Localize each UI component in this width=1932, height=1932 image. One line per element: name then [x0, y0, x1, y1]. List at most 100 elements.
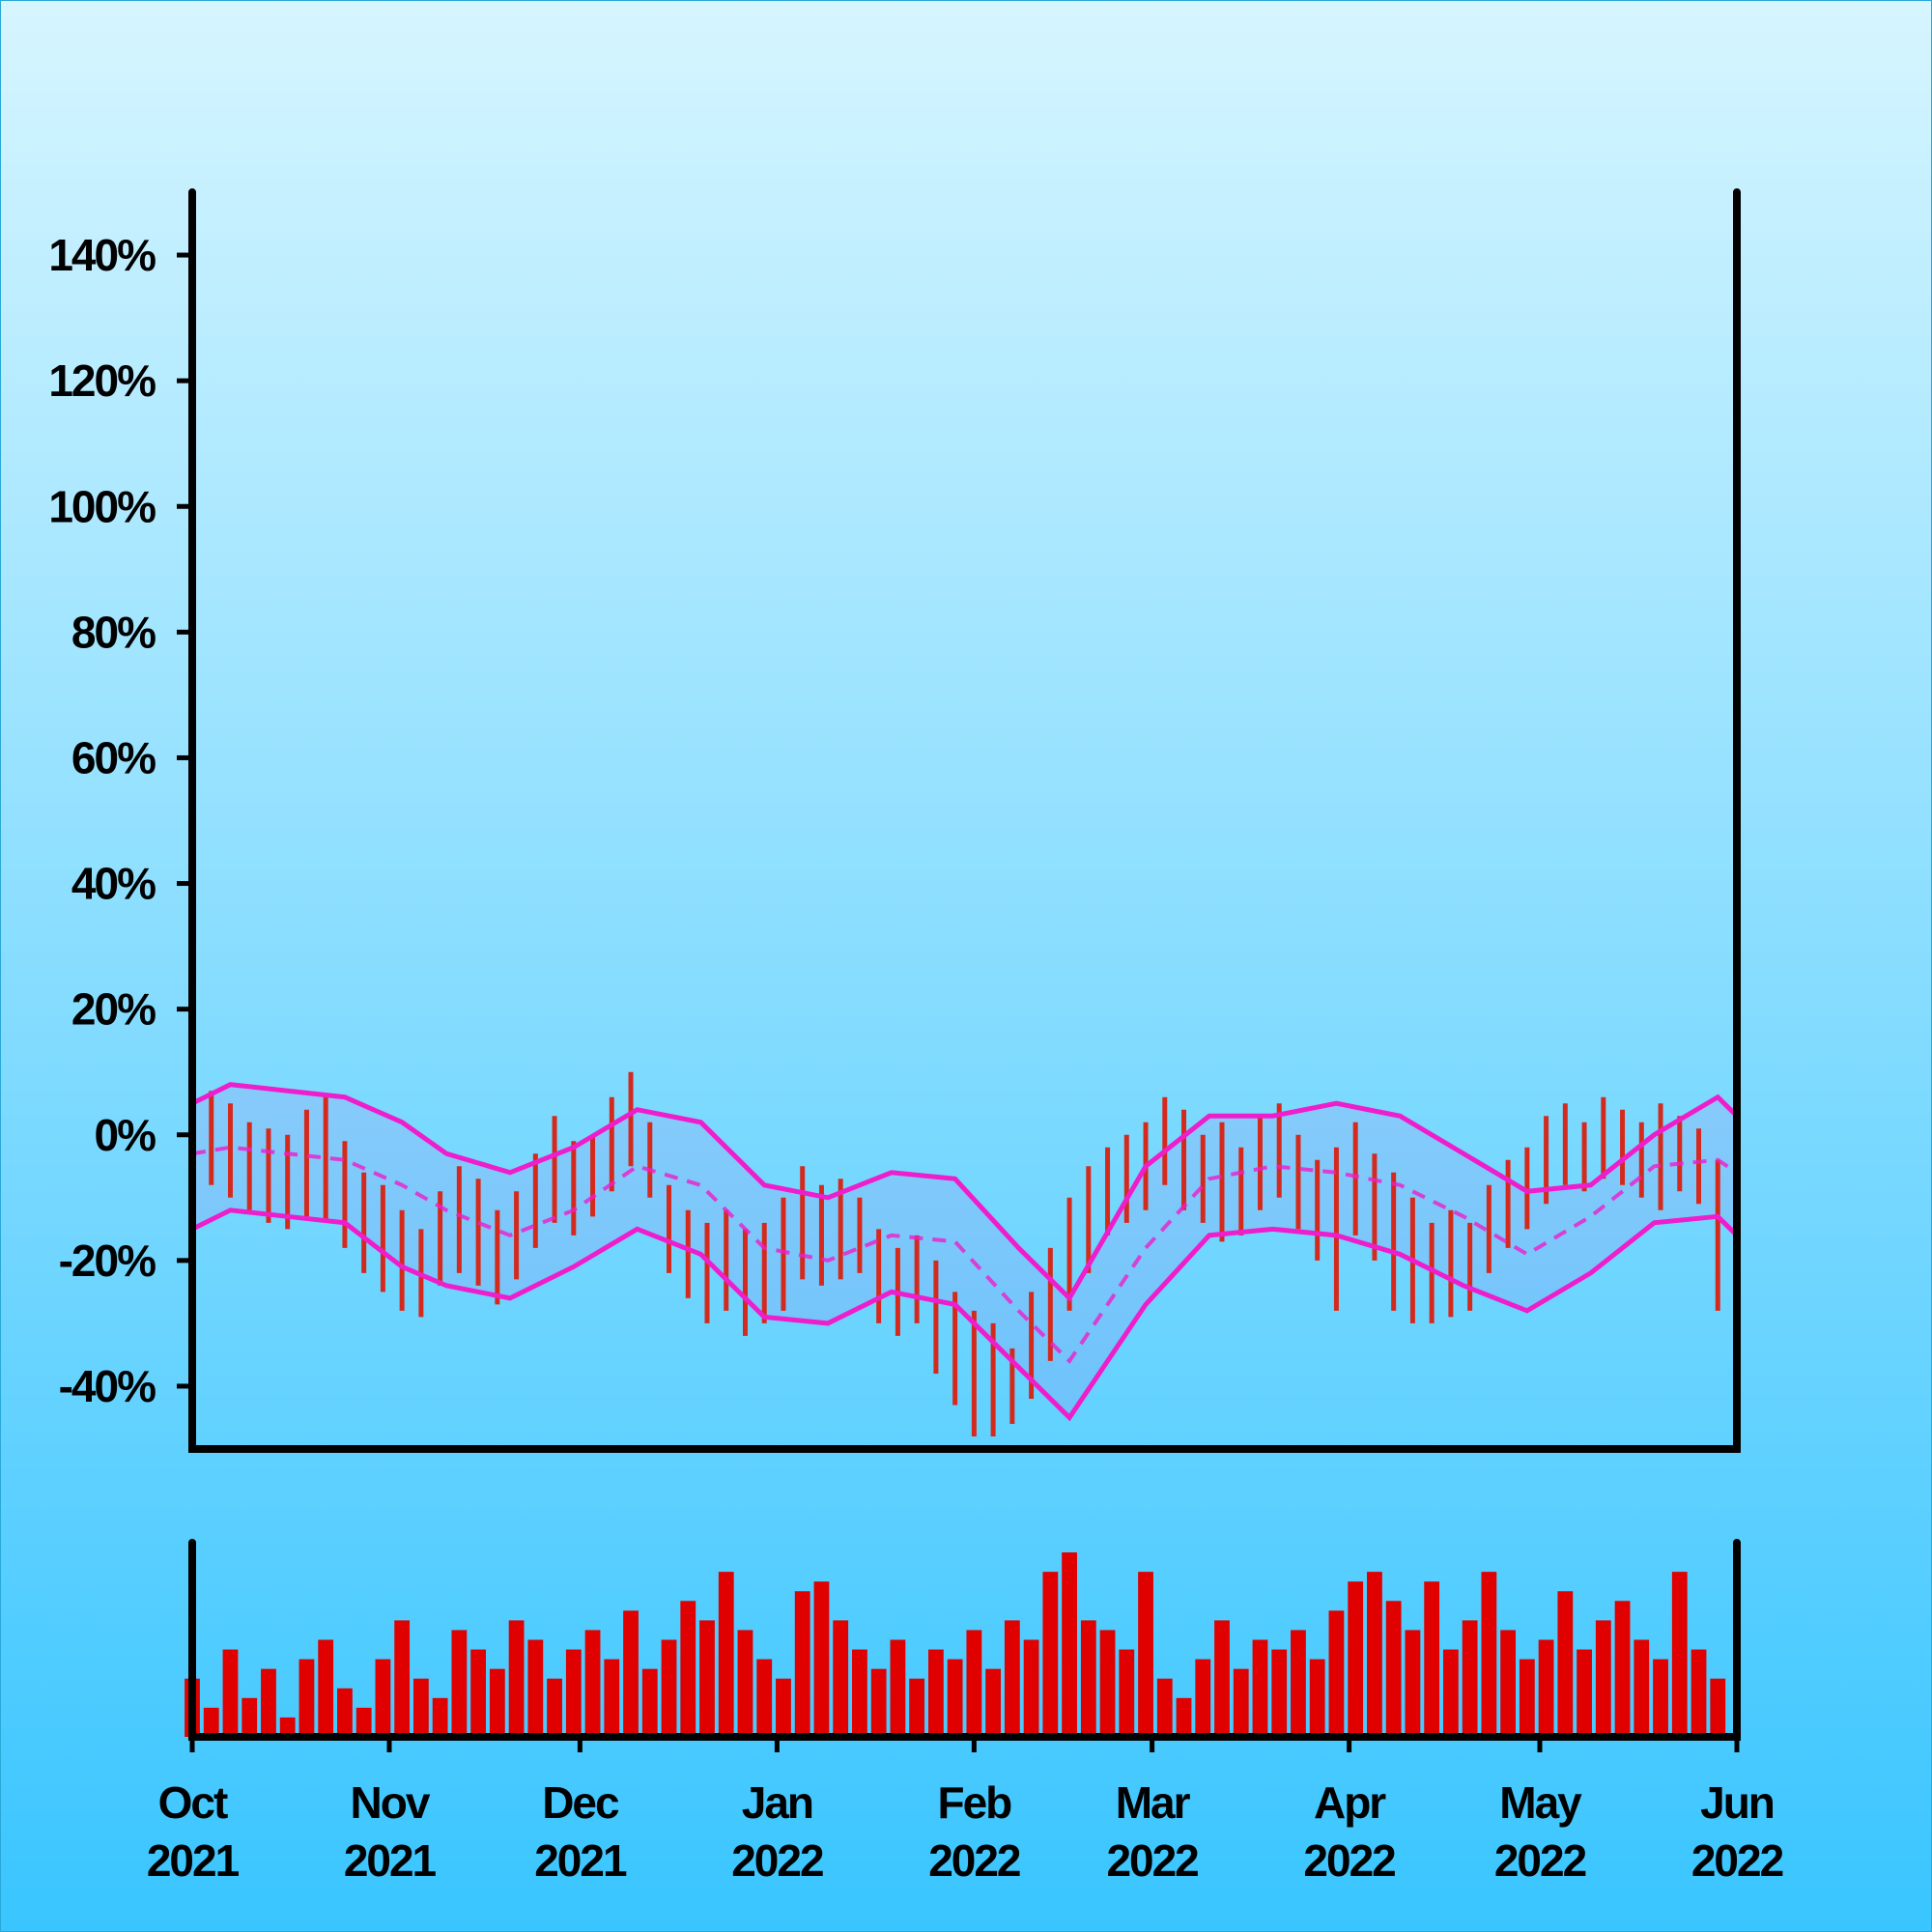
x-tick-label-line: 2021 — [147, 1835, 240, 1886]
x-tick-label-line: Oct — [158, 1777, 228, 1828]
volume-bar — [718, 1572, 734, 1737]
price-panel — [189, 1071, 1739, 1436]
volume-bar — [222, 1649, 239, 1737]
volume-bar — [451, 1630, 468, 1737]
volume-bar — [1710, 1678, 1726, 1737]
volume-bar — [508, 1620, 525, 1737]
volume-bar — [337, 1688, 353, 1737]
volume-bar — [1500, 1630, 1517, 1737]
volume-bar — [909, 1678, 925, 1737]
volume-bar — [1442, 1649, 1459, 1737]
volume-bar — [1653, 1659, 1668, 1737]
volume-bar — [565, 1649, 582, 1737]
volume-bar — [1690, 1649, 1707, 1737]
x-tick-label: Dec 2021 — [534, 1777, 627, 1886]
volume-bar — [623, 1610, 639, 1737]
volume-bar — [1538, 1639, 1554, 1737]
volume-bar — [1214, 1620, 1230, 1737]
volume-bar — [604, 1659, 620, 1737]
volume-bar — [1291, 1630, 1306, 1737]
volume-bar — [547, 1678, 562, 1737]
volume-bar — [1671, 1572, 1688, 1737]
volume-bar — [641, 1668, 658, 1737]
volume-bar — [1367, 1572, 1382, 1737]
x-tick-label-line: 2022 — [1303, 1835, 1395, 1886]
volume-bar — [852, 1649, 867, 1737]
x-tick-label: Jun 2022 — [1691, 1777, 1783, 1886]
volume-bar — [1462, 1620, 1478, 1737]
volume-bar — [1405, 1630, 1421, 1737]
y-tick-label: 40% — [71, 859, 156, 909]
volume-bar — [1328, 1610, 1345, 1737]
volume-bar — [966, 1630, 982, 1737]
lower-band — [190, 1208, 1739, 1422]
x-tick-label-line: 2022 — [731, 1835, 823, 1886]
x-tick-label-line: 2022 — [1106, 1835, 1198, 1886]
x-tick-label-line: Nov — [351, 1777, 431, 1828]
volume-bar — [1424, 1581, 1440, 1737]
volume-bar — [1156, 1678, 1173, 1737]
x-tick-label-line: Apr — [1314, 1777, 1386, 1828]
volume-bar — [1385, 1601, 1402, 1737]
volume-bar — [527, 1639, 544, 1737]
axes: -40% -20% 0% 20% 40% 60% 80% 100% 120% 140% Oct 202… — [48, 188, 1785, 1886]
volume-bar — [680, 1601, 696, 1737]
y-tick-label: 100% — [48, 481, 156, 531]
volume-bar — [203, 1707, 219, 1737]
volume-bar — [1271, 1649, 1288, 1737]
volume-bar — [298, 1659, 315, 1737]
volume-bar — [1195, 1659, 1211, 1737]
volume-bar — [1595, 1620, 1611, 1737]
x-tick-label-line: Feb — [937, 1777, 1011, 1828]
volume-bar — [1614, 1601, 1631, 1737]
volume-bar — [1577, 1649, 1592, 1737]
volume-bar — [813, 1581, 830, 1737]
volume-bar — [1042, 1572, 1059, 1737]
volume-bar — [985, 1668, 1002, 1737]
volume-bar — [661, 1639, 677, 1737]
y-tick-label: 60% — [71, 732, 156, 782]
volume-bar — [584, 1630, 601, 1737]
volume-bar — [1080, 1620, 1096, 1737]
y-tick-label: 0% — [95, 1110, 156, 1160]
volume-panel — [185, 1552, 1726, 1737]
volume-bar — [279, 1717, 296, 1737]
volume-bar — [394, 1620, 411, 1737]
x-tick-label: Oct 2021 — [147, 1777, 240, 1886]
x-tick-label: May 2022 — [1494, 1777, 1586, 1886]
volume-bar — [489, 1668, 505, 1737]
volume-bar — [1309, 1659, 1325, 1737]
volume-bar — [756, 1659, 773, 1737]
x-tick-label-line: May — [1499, 1777, 1582, 1828]
volume-bar — [318, 1639, 334, 1737]
x-tick-label: Mar 2022 — [1106, 1777, 1198, 1886]
x-tick-label-line: Mar — [1116, 1777, 1191, 1828]
x-tick-label-line: Jan — [742, 1777, 812, 1828]
axis-frame — [188, 188, 1741, 1453]
x-tick-label-line: Jun — [1700, 1777, 1774, 1828]
volume-bar — [432, 1697, 448, 1737]
x-tick-label: Apr 2022 — [1303, 1777, 1395, 1886]
y-tick-label: 140% — [48, 230, 156, 280]
x-tick-label: Nov 2021 — [344, 1777, 437, 1886]
volume-bar — [776, 1678, 791, 1737]
volume-bar — [1557, 1591, 1574, 1737]
volume-bar — [1519, 1659, 1535, 1737]
volume-bar — [870, 1668, 887, 1737]
volume-bar — [890, 1639, 906, 1737]
volume-bar — [470, 1649, 487, 1737]
volume-bar — [1099, 1630, 1116, 1737]
x-tick-label-line: 2022 — [928, 1835, 1020, 1886]
volume-bar — [375, 1659, 391, 1737]
volume-bar — [1233, 1668, 1249, 1737]
volume-bar — [1634, 1639, 1650, 1737]
x-tick-label: Feb 2022 — [928, 1777, 1020, 1886]
volume-bar — [1348, 1581, 1364, 1737]
volume-bar — [412, 1678, 429, 1737]
volume-bar — [1138, 1572, 1153, 1737]
upper-band — [190, 1082, 1739, 1302]
volume-bar — [737, 1630, 753, 1737]
